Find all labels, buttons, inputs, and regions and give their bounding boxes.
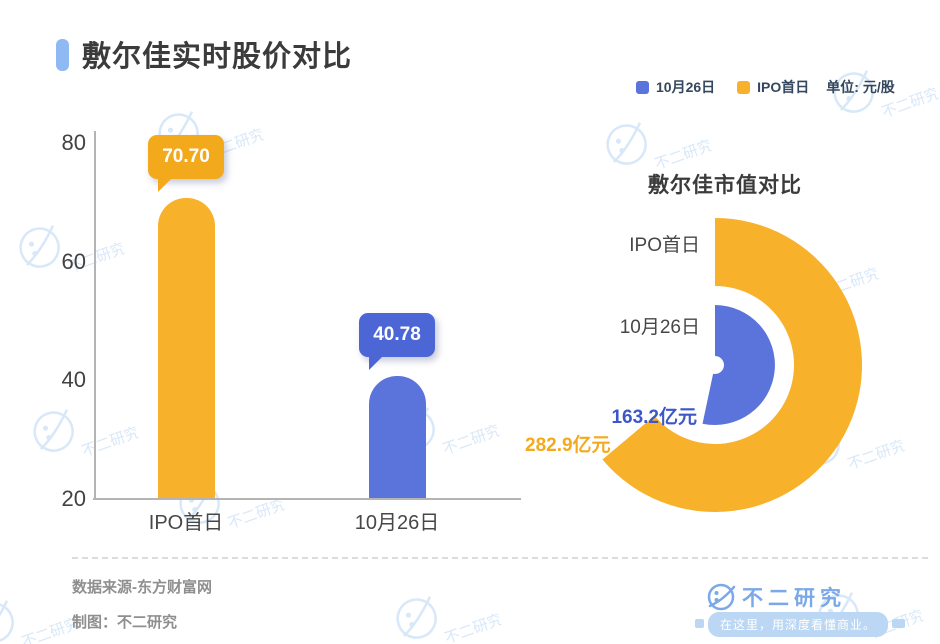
price-bar-oct26: [368, 375, 426, 498]
market-cap-value-ipo: 282.9亿元: [525, 435, 611, 456]
y-axis-line: [94, 131, 96, 499]
data-source-text: 数据来源-东方财富网: [72, 579, 212, 596]
market-cap-arc-oct26: [702, 305, 775, 425]
price-callout-oct26: 40.78: [359, 312, 435, 370]
market-cap-value-oct26: 163.2亿元: [611, 407, 697, 428]
footer-divider: [72, 557, 928, 559]
svg-text:不二研究: 不二研究: [441, 422, 503, 459]
market-cap-arc-ipo: [602, 218, 862, 512]
price-value: 40.78: [373, 323, 421, 345]
svg-text:不二研究: 不二研究: [443, 611, 505, 644]
chart-legend: 10月26日 IPO首日 单位: 元/股: [636, 77, 895, 97]
brand-tagline: 在这里，用深度看懂商业。: [694, 612, 906, 637]
y-axis-tick: 80: [61, 130, 86, 155]
legend-label-oct26: 10月26日: [656, 79, 716, 95]
credit-text: 制图：不二研究: [72, 614, 178, 631]
market-cap-chart-title: 敷尔佳市值对比: [648, 174, 802, 197]
svg-text:不二研究: 不二研究: [653, 137, 715, 174]
callout-tail: [369, 354, 384, 370]
x-axis-label-ipo: IPO首日: [148, 512, 224, 534]
donut-label-ipo: IPO首日: [629, 235, 700, 256]
price-callout-ipo: 70.70: [148, 135, 224, 193]
page-title: 敷尔佳实时股价对比: [82, 41, 353, 73]
y-axis-tick: 60: [61, 248, 86, 274]
market-cap-half-donut: [602, 218, 862, 512]
price-value: 70.70: [162, 146, 210, 168]
title-accent-bar: [56, 39, 69, 71]
x-axis-label-oct26: 10月26日: [354, 512, 440, 534]
legend-swatch-ipo: [737, 80, 751, 94]
y-axis-tick: 40: [61, 367, 86, 393]
donut-label-oct26: 10月26日: [619, 317, 700, 338]
svg-text:不二研究: 不二研究: [80, 424, 142, 461]
brand-logo-icon: [705, 580, 737, 617]
callout-tail: [158, 177, 173, 193]
legend-swatch-oct26: [636, 80, 649, 94]
price-bar-ipo: [157, 198, 215, 498]
brand-watermark-icon: 不二研究: [20, 379, 145, 489]
x-axis-line: [93, 498, 521, 500]
unit-label: 单位: 元/股: [826, 79, 895, 95]
brand-watermark-icon: 不二研究: [383, 566, 508, 644]
legend-label-ipo: IPO首日: [757, 79, 810, 95]
brand-name: 不二研究: [742, 587, 846, 610]
y-axis-tick: 20: [61, 486, 86, 511]
